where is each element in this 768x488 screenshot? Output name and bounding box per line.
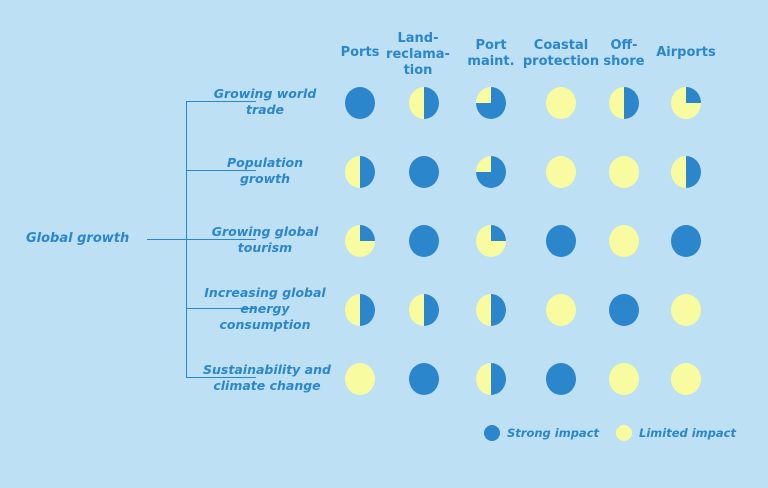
impact-pie — [671, 294, 701, 326]
legend-limited-label: Limited impact — [639, 426, 736, 440]
impact-pie — [345, 87, 375, 119]
column-header-land-reclamation: Land-reclama-tion — [386, 31, 450, 78]
impact-pie — [476, 294, 506, 326]
row-label-population-growth: Population growth — [226, 155, 304, 186]
impact-pie — [546, 294, 576, 326]
impact-pie — [409, 87, 439, 119]
row-label-world-trade: Growing world trade — [213, 86, 317, 117]
impact-pie — [409, 156, 439, 188]
legend-strong-label: Strong impact — [507, 426, 600, 440]
limited-impact-swatch — [616, 425, 632, 441]
impact-pie — [671, 225, 701, 257]
root-label: Global growth — [26, 231, 130, 246]
impact-pie — [409, 225, 439, 257]
impact-pie — [546, 87, 576, 119]
impact-pie — [671, 87, 701, 119]
column-header-airports: Airports — [656, 45, 716, 60]
strong-impact-swatch — [484, 425, 500, 441]
impact-pie — [546, 363, 576, 395]
impact-pie — [609, 156, 639, 188]
tree-branch — [186, 170, 256, 171]
row-label-sustainability: Sustainability and climate change — [203, 362, 331, 393]
column-header-ports: Ports — [340, 45, 380, 60]
impact-pie — [476, 87, 506, 119]
impact-pie — [671, 156, 701, 188]
impact-pie — [609, 87, 639, 119]
impact-pie — [609, 294, 639, 326]
column-header-coastal-protection: Coastal protection — [522, 38, 600, 69]
impact-pie — [546, 156, 576, 188]
tree-branch — [186, 308, 256, 309]
legend-limited: Limited impact — [616, 425, 736, 441]
impact-pie — [345, 363, 375, 395]
impact-pie — [671, 363, 701, 395]
row-label-energy-consumption: Increasing global energy consumption — [204, 285, 326, 332]
impact-pie — [409, 294, 439, 326]
column-header-port-maintenance: Port maint. — [467, 38, 515, 69]
impact-pie — [546, 225, 576, 257]
column-header-offshore: Off-shore — [603, 38, 645, 69]
impact-pie — [345, 225, 375, 257]
row-label-global-tourism: Growing global tourism — [211, 224, 319, 255]
impact-pie — [476, 363, 506, 395]
tree-branch — [186, 101, 256, 102]
tree-root-connector — [147, 239, 186, 240]
legend-strong: Strong impact — [484, 425, 599, 441]
impact-pie — [609, 363, 639, 395]
impact-pie — [476, 225, 506, 257]
impact-pie — [609, 225, 639, 257]
impact-pie — [345, 156, 375, 188]
tree-branch — [186, 377, 256, 378]
impact-pie — [345, 294, 375, 326]
impact-pie — [476, 156, 506, 188]
impact-pie — [409, 363, 439, 395]
tree-branch — [186, 239, 256, 240]
